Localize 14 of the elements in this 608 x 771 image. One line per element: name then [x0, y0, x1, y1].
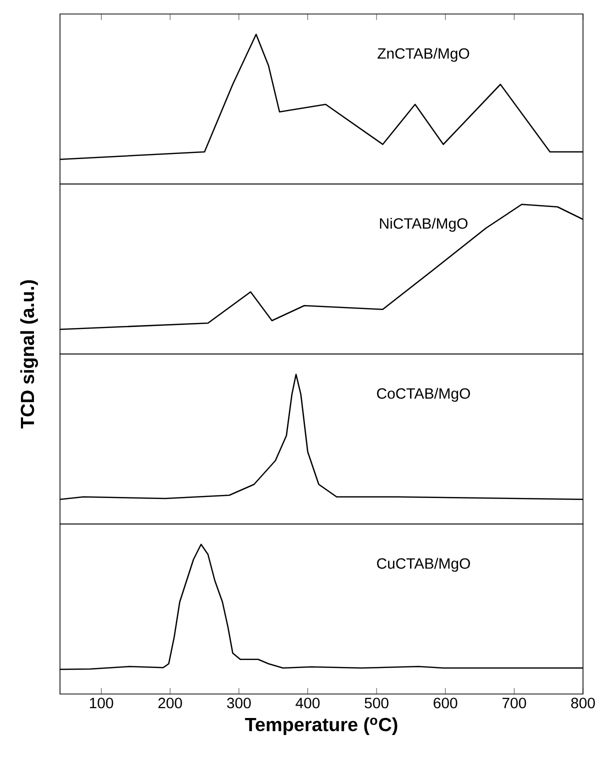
x-tick-label: 300: [227, 698, 251, 708]
x-tick-label: 400: [296, 698, 320, 708]
x-tick-label: 700: [502, 698, 526, 708]
x-tick-label: 200: [158, 698, 182, 708]
text: CoCTAB/MgO: [377, 388, 470, 402]
x-tick-label: 100: [90, 698, 114, 708]
x-tick-label: 600: [434, 698, 458, 708]
x-axis-title: Temperature ($^{o}$C): [245, 717, 398, 735]
series-label: NiCTAB/MgO: [380, 218, 468, 232]
x-tick-label: 500: [364, 698, 388, 708]
y-axis-title: TCD signal (a.u.): [20, 280, 38, 428]
text: ZnCTAB/MgO: [378, 48, 470, 62]
x-tick-label: 800: [571, 698, 595, 708]
text: CuCTAB/MgO: [377, 558, 470, 572]
